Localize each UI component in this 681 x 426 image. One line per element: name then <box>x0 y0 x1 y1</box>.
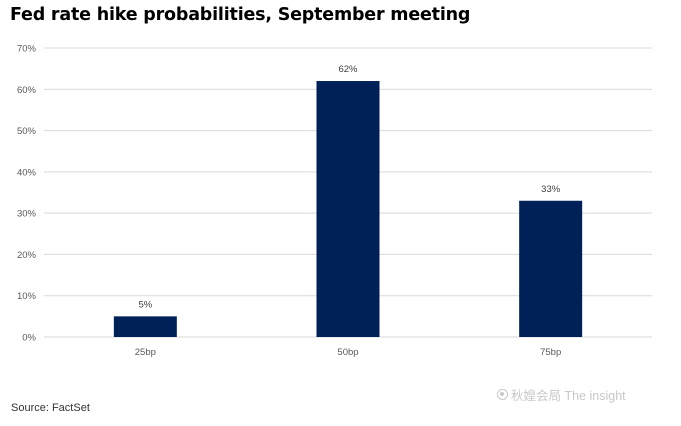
y-tick-label: 0% <box>22 333 36 344</box>
y-tick-label: 70% <box>17 44 37 55</box>
y-tick-label: 30% <box>17 209 37 220</box>
x-tick-label: 50bp <box>337 347 358 358</box>
y-axis-ticks: 0% 10% 20% 30% 40% 50% 60% 70% <box>17 44 37 344</box>
y-tick-label: 40% <box>17 167 37 178</box>
watermark-logo-icon <box>497 389 508 400</box>
bar-25bp <box>113 316 177 337</box>
x-axis-ticks: 25bp 50bp 75bp <box>135 347 561 358</box>
y-tick-label: 10% <box>17 291 37 302</box>
bar-50bp <box>316 81 380 338</box>
source-note: Source: FactSet <box>11 402 90 414</box>
x-tick-label: 25bp <box>135 347 156 358</box>
x-tick-label: 75bp <box>540 347 561 358</box>
watermark-text: 秋媓会局 The insight <box>511 389 626 403</box>
bars <box>113 81 583 338</box>
data-labels: 5% 62% 33% <box>138 64 560 310</box>
y-tick-label: 20% <box>17 250 37 261</box>
y-tick-label: 50% <box>17 126 37 137</box>
y-tick-label: 60% <box>17 85 37 96</box>
data-label: 33% <box>541 184 561 195</box>
data-label: 62% <box>338 64 358 75</box>
chart-title: Fed rate hike probabilities, September m… <box>10 5 471 25</box>
bar-75bp <box>519 200 583 337</box>
watermark: 秋媓会局 The insight <box>497 385 626 404</box>
data-label: 5% <box>138 299 152 310</box>
